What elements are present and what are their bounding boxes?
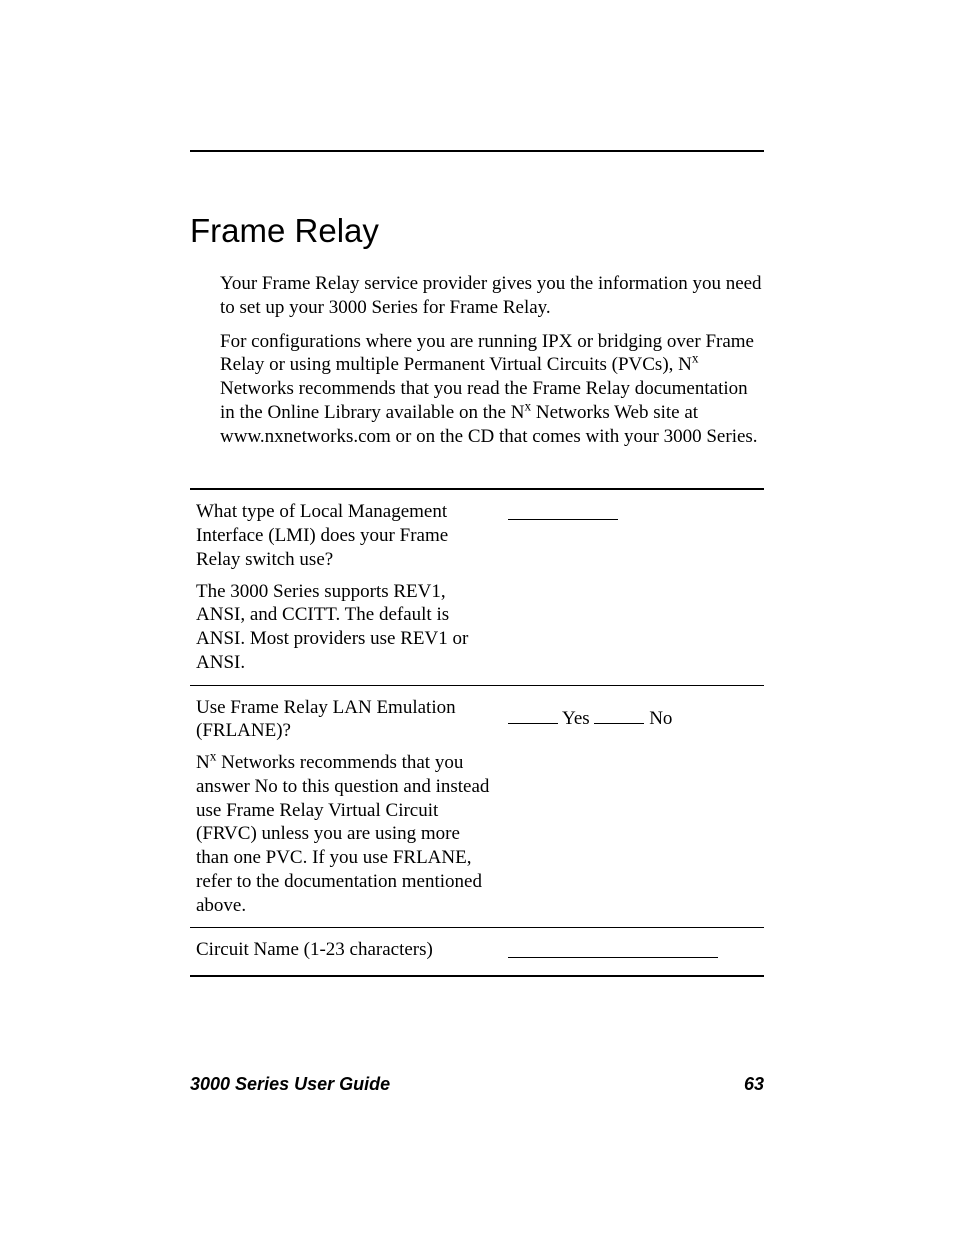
table-row: What type of Local Management Interface … — [190, 489, 764, 685]
page: Frame Relay Your Frame Relay service pro… — [0, 0, 954, 1235]
note-frlane-a: N — [196, 752, 210, 773]
blank-no[interactable] — [594, 704, 644, 724]
intro-paragraph-1: Your Frame Relay service provider gives … — [220, 272, 764, 320]
blank-circuit-name[interactable] — [508, 938, 718, 958]
section-title: Frame Relay — [190, 212, 764, 250]
blank-lmi-answer[interactable] — [508, 500, 618, 520]
top-rule — [190, 150, 764, 152]
table-row: Circuit Name (1-23 characters) — [190, 928, 764, 976]
footer-page-number: 63 — [744, 1074, 764, 1095]
note-frlane-b: Networks recommends that you answer No t… — [196, 752, 489, 916]
label-no: No — [649, 708, 672, 729]
note-frlane: Nx Networks recommends that you answer N… — [196, 751, 496, 917]
page-footer: 3000 Series User Guide 63 — [190, 1074, 764, 1095]
nx-superscript: x — [692, 351, 699, 366]
intro-paragraph-2: For configurations where you are running… — [220, 330, 764, 449]
label-yes: Yes — [562, 708, 590, 729]
intro-p2-part-a: For configurations where you are running… — [220, 331, 754, 376]
question-frlane: Use Frame Relay LAN Emulation (FRLANE)? — [196, 697, 456, 742]
worksheet-table: What type of Local Management Interface … — [190, 488, 764, 977]
blank-yes[interactable] — [508, 704, 558, 724]
table-row: Use Frame Relay LAN Emulation (FRLANE)? … — [190, 685, 764, 928]
footer-guide-title: 3000 Series User Guide — [190, 1074, 390, 1095]
question-circuit-name: Circuit Name (1-23 characters) — [196, 939, 433, 960]
question-lmi-type: What type of Local Management Interface … — [196, 501, 448, 570]
note-lmi-support: The 3000 Series supports REV1, ANSI, and… — [196, 580, 496, 675]
intro-block: Your Frame Relay service provider gives … — [220, 272, 764, 448]
